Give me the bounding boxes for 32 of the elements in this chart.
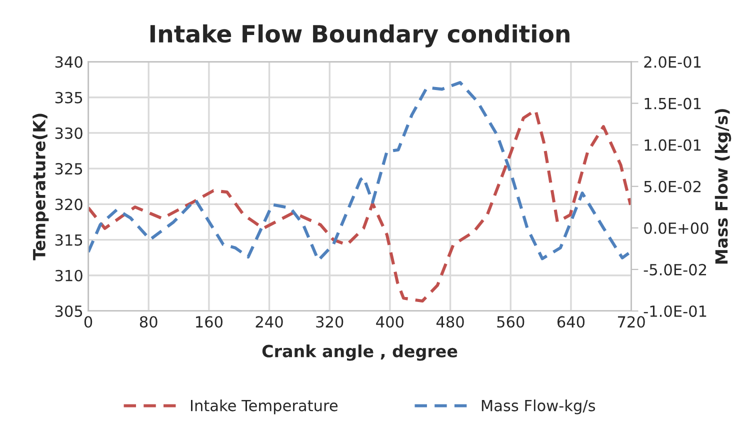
x-tick-label: 720 bbox=[618, 316, 645, 328]
y2-axis-title: Mass Flow (kg/s) bbox=[714, 109, 732, 264]
y2-tick-label: -5.0E-02 bbox=[644, 264, 706, 276]
legend-label: Mass Flow-kg/s bbox=[482, 399, 596, 414]
y-axis-title: Temperature(K) bbox=[32, 114, 49, 260]
legend-label: Intake Temperature bbox=[190, 399, 338, 414]
line-series bbox=[88, 81, 632, 262]
y-tick-label: 315 bbox=[55, 234, 82, 246]
y-tick-label: 320 bbox=[55, 198, 82, 210]
x-tick-label: 480 bbox=[436, 316, 464, 328]
x-axis-title: Crank angle , degree bbox=[262, 344, 458, 361]
y2-tick-label: 1.5E-01 bbox=[644, 98, 701, 110]
x-tick-label: 640 bbox=[557, 316, 585, 328]
y2-tick-label: 1.0E-01 bbox=[644, 139, 701, 151]
x-tick-label: 400 bbox=[376, 316, 404, 328]
y-tick-label: 335 bbox=[55, 92, 82, 104]
y2-tick-label: 0.0E+00 bbox=[644, 222, 708, 234]
x-tick-label: 240 bbox=[256, 316, 283, 328]
y2-tick-label: 5.0E-02 bbox=[644, 180, 700, 192]
x-tick-label: 80 bbox=[140, 316, 158, 328]
y2-tick-label: 2.0E-01 bbox=[644, 56, 701, 68]
y-tick-label: 310 bbox=[55, 270, 82, 282]
y-tick-label: 330 bbox=[55, 127, 82, 139]
y-tick-label: 305 bbox=[55, 305, 82, 317]
y-tick-label: 340 bbox=[55, 56, 82, 68]
y-tick-label: 325 bbox=[55, 163, 82, 175]
x-tick-label: 160 bbox=[196, 316, 223, 328]
x-tick-label: 560 bbox=[497, 316, 524, 328]
x-tick-label: 0 bbox=[84, 316, 92, 328]
y2-tick-label: -1.0E-01 bbox=[644, 305, 706, 317]
x-tick-label: 320 bbox=[316, 316, 344, 328]
chart-title: Intake Flow Boundary condition bbox=[150, 24, 570, 48]
